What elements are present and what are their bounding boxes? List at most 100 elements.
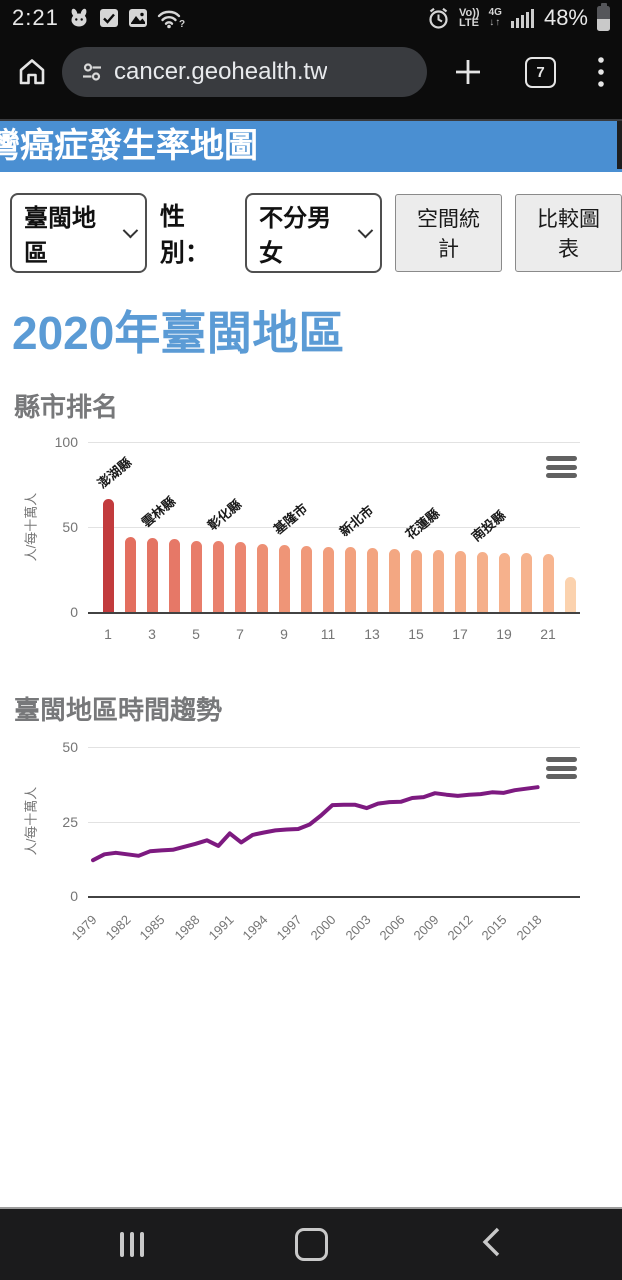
bar-county-13[interactable]	[366, 548, 378, 612]
gridline-0	[88, 896, 580, 898]
url-text[interactable]: cancer.geohealth.tw	[114, 58, 328, 85]
signal-icon	[510, 8, 535, 29]
bar-annotation: 南投縣	[468, 507, 509, 544]
bar-county-15[interactable]	[410, 549, 422, 612]
x-tick-label: 2015	[478, 912, 510, 944]
bar-county-10[interactable]	[300, 545, 312, 612]
recents-button[interactable]	[120, 1232, 144, 1257]
bar-county-5[interactable]	[190, 540, 202, 612]
x-tick-label: 19	[496, 626, 512, 642]
browser-toolbar: cancer.geohealth.tw 7	[0, 36, 622, 108]
page-content: 臺閩地區 性別： 不分男女 空間統計 比較圖表 2020年臺閩地區 縣市排名 人…	[0, 172, 622, 1207]
gridline-0	[88, 612, 580, 614]
new-tab-button[interactable]	[453, 57, 483, 87]
bar-annotation: 彰化縣	[204, 497, 245, 534]
bar-county-18[interactable]	[476, 551, 488, 612]
browser-chrome-divider	[0, 108, 622, 121]
bar-county-19[interactable]	[498, 552, 510, 612]
bar-annotation: 花蓮縣	[402, 505, 443, 543]
bar-county-6[interactable]	[212, 541, 224, 612]
bar-county-4[interactable]	[168, 538, 180, 612]
trend-section-title: 臺閩地區時間趨勢	[14, 695, 223, 725]
url-bar[interactable]: cancer.geohealth.tw	[62, 47, 428, 97]
y-tick-label: 0	[70, 888, 78, 904]
wifi-question-icon: ?	[157, 8, 185, 29]
battery-percent: 48%	[543, 5, 588, 30]
y-tick-label: 25	[62, 813, 78, 830]
back-button[interactable]	[480, 1225, 502, 1264]
filter-controls: 臺閩地區 性別： 不分男女 空間統計 比較圖表	[0, 172, 622, 273]
trend-chart: 人/每十萬人 0 25 50 1979 1982 1985 1988 1991 1994 1997…	[0, 735, 622, 970]
chart-menu-icon[interactable]	[546, 456, 577, 482]
bar-county-17[interactable]	[454, 550, 466, 612]
x-tick-label: 7	[236, 626, 244, 642]
bar-county-12[interactable]	[344, 547, 356, 612]
x-tick-label: 2000	[307, 912, 339, 944]
chevron-down-icon	[358, 222, 374, 239]
bar-county-16[interactable]	[432, 549, 444, 612]
y-tick-label: 100	[54, 434, 78, 450]
x-tick-label: 2018	[513, 912, 545, 944]
x-tick-label: 1	[104, 626, 112, 642]
bar-annotation: 基隆市	[270, 500, 311, 538]
x-tick-label: 1994	[239, 912, 271, 944]
plot-area	[88, 747, 580, 898]
network-arrows-icon: 4G ↓↑	[488, 7, 502, 28]
x-tick-label: 1985	[136, 912, 168, 944]
plot-area: 澎湖縣 雲林縣 彰化縣 基隆市 新北市 花蓮縣 南投縣	[88, 442, 580, 614]
gridline-50	[88, 747, 580, 748]
checkbox-icon	[99, 8, 119, 28]
gender-select[interactable]: 不分男女	[245, 193, 383, 273]
alarm-icon	[427, 7, 450, 30]
spatial-stats-button[interactable]: 空間統計	[395, 194, 502, 272]
x-tick-label: 21	[540, 626, 556, 642]
battery-icon	[597, 2, 610, 31]
bar-county-3[interactable]	[146, 538, 158, 612]
bar-county-9[interactable]	[278, 544, 290, 612]
x-tick-label: 1979	[68, 912, 100, 944]
android-nav-bar	[0, 1207, 622, 1280]
page-title: 2020年臺閩地區	[12, 307, 345, 359]
x-tick-label: 2009	[410, 912, 442, 944]
site-settings-icon[interactable]	[80, 60, 104, 84]
bar-county-20[interactable]	[520, 553, 532, 612]
x-tick-label: 1997	[273, 912, 305, 944]
x-tick-label: 2003	[342, 912, 374, 944]
home-button[interactable]	[16, 56, 48, 88]
bar-annotation: 雲林縣	[138, 493, 179, 531]
comparison-chart-button[interactable]: 比較圖表	[515, 194, 622, 272]
gridline-50	[88, 527, 580, 528]
bar-county-1[interactable]	[102, 498, 114, 612]
x-tick-label: 13	[364, 626, 380, 642]
bar-annotation: 新北市	[336, 503, 377, 540]
trend-line	[91, 785, 540, 863]
bar-county-7[interactable]	[234, 542, 246, 612]
browser-menu-button[interactable]	[596, 55, 606, 89]
page-scrollbar[interactable]	[617, 121, 622, 169]
bar-county-14[interactable]	[388, 549, 400, 612]
status-time: 2:21	[12, 5, 59, 30]
region-select[interactable]: 臺閩地區	[10, 193, 147, 273]
ranking-section-title: 縣市排名	[14, 392, 119, 422]
chart-menu-icon[interactable]	[546, 757, 577, 783]
x-tick-label: 1988	[171, 912, 203, 944]
bar-county-21[interactable]	[542, 554, 554, 612]
home-nav-button[interactable]	[295, 1228, 329, 1261]
chevron-down-icon	[122, 222, 139, 239]
x-tick-label: 15	[408, 626, 424, 642]
bar-county-11[interactable]	[322, 546, 334, 612]
bar-county-22[interactable]	[564, 577, 576, 612]
svg-text:?: ?	[179, 19, 185, 29]
mascot-icon	[68, 7, 90, 29]
county-ranking-chart: 人/每十萬人 澎湖縣 雲林縣 彰化縣 基隆市 新北市 花蓮縣 南投縣 0 50 100 1 3 5 7 9 1…	[0, 434, 622, 666]
y-tick-label: 0	[70, 604, 78, 620]
bar-county-2[interactable]	[124, 537, 136, 612]
bar-county-8[interactable]	[256, 544, 268, 612]
volte-icon: Vo)) LTE	[459, 7, 480, 29]
site-title: 灣癌症發生率地圖	[0, 127, 258, 165]
gender-label: 性別：	[159, 203, 210, 267]
x-tick-label: 9	[280, 626, 288, 642]
tab-switcher-button[interactable]: 7	[525, 56, 556, 88]
x-tick-label: 1991	[205, 912, 237, 944]
